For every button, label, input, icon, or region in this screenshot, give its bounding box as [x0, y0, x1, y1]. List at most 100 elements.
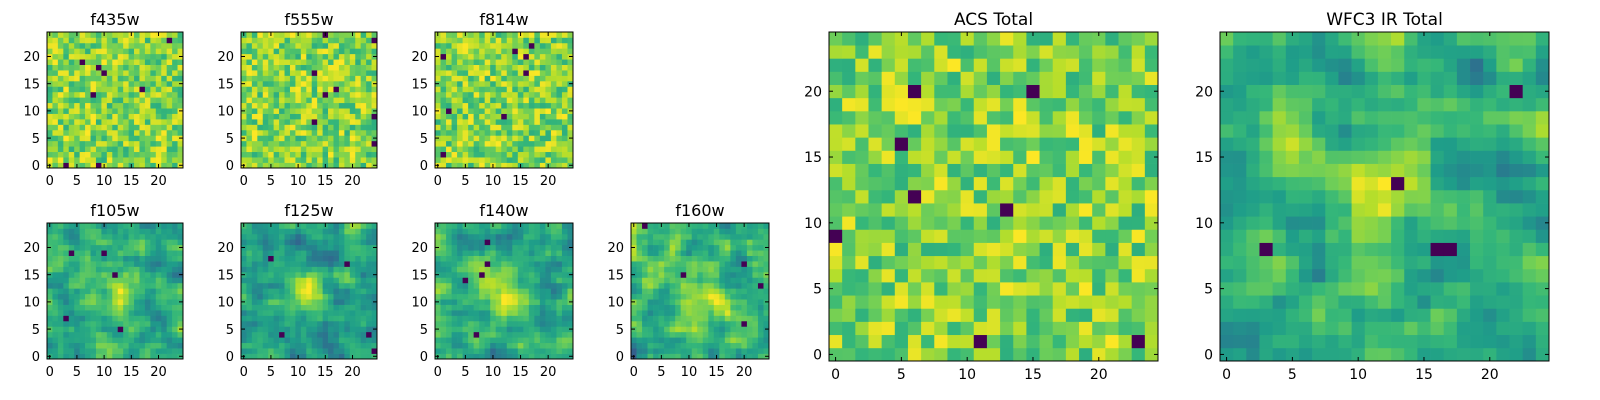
heatmap-cell	[757, 282, 764, 289]
heatmap-cell	[317, 320, 323, 327]
heatmap-cell	[545, 310, 552, 316]
heatmap-cell	[567, 32, 574, 38]
heatmap-cell	[523, 271, 530, 278]
heatmap-cell	[241, 288, 247, 295]
heatmap-cell	[273, 59, 280, 65]
heatmap-cell	[355, 277, 362, 284]
heatmap-cell	[446, 151, 452, 158]
heatmap-cell	[484, 32, 491, 38]
heatmap-cell	[763, 315, 770, 322]
heatmap-cell	[686, 315, 693, 322]
heatmap-cell	[161, 140, 168, 147]
heatmap-cell	[172, 59, 178, 65]
heatmap-cell	[986, 229, 1001, 243]
heatmap-cell	[134, 32, 140, 38]
heatmap-cell	[306, 91, 313, 98]
y-tick-label: 0	[226, 159, 234, 174]
heatmap-cell	[112, 75, 119, 82]
heatmap-cell	[534, 162, 541, 169]
heatmap-cell	[730, 320, 737, 327]
heatmap-cell	[344, 223, 351, 229]
heatmap-cell	[675, 244, 682, 251]
heatmap-cell	[268, 266, 274, 273]
heatmap-cell	[112, 102, 119, 109]
heatmap-cell	[451, 288, 458, 295]
heatmap-cell	[741, 315, 748, 322]
heatmap-cell	[371, 157, 378, 163]
heatmap-cell	[697, 255, 704, 262]
heatmap-cell	[539, 320, 546, 327]
heatmap-cell	[295, 48, 302, 55]
heatmap-cell	[371, 113, 378, 120]
heatmap-cell	[306, 135, 313, 142]
heatmap-cell	[484, 255, 491, 262]
heatmap-cell	[556, 75, 563, 82]
heatmap-cell	[881, 176, 896, 191]
heatmap-cell	[273, 293, 280, 300]
heatmap-cell	[306, 223, 313, 229]
heatmap-cell	[338, 48, 345, 55]
heatmap-cell	[289, 320, 296, 327]
heatmap-cell	[150, 326, 157, 333]
heatmap-cell	[517, 293, 524, 300]
x-tick-label: 15	[512, 174, 529, 189]
heatmap-cell	[1065, 268, 1080, 283]
heatmap-cell	[273, 48, 280, 55]
heatmap-cell	[128, 310, 135, 316]
heatmap-cell	[63, 124, 70, 131]
heatmap-cell	[355, 135, 362, 142]
heatmap-cell	[112, 315, 119, 322]
heatmap-cell	[567, 102, 574, 109]
heatmap-cell	[79, 233, 86, 240]
heatmap-cell	[371, 239, 378, 246]
heatmap-cell	[322, 342, 329, 349]
heatmap-cell	[333, 42, 340, 49]
heatmap-cell	[355, 271, 362, 278]
heatmap-cell	[763, 250, 770, 256]
heatmap-cell	[653, 348, 659, 354]
heatmap-cell	[68, 80, 75, 87]
heatmap-cell	[567, 119, 574, 125]
heatmap-cell	[934, 163, 948, 178]
heatmap-cell	[262, 223, 269, 229]
heatmap-cell	[446, 42, 452, 49]
heatmap-cell	[708, 223, 715, 229]
heatmap-cell	[636, 331, 643, 338]
heatmap-cell	[451, 315, 458, 322]
heatmap-cell	[435, 282, 441, 289]
heatmap-cell	[311, 326, 318, 333]
heatmap-cell	[484, 86, 491, 93]
heatmap-cell	[47, 124, 53, 131]
heatmap-cell	[139, 250, 146, 256]
heatmap-cell	[855, 216, 869, 230]
heatmap-cell	[317, 102, 323, 109]
heatmap-cell	[366, 129, 372, 136]
heatmap-cell	[534, 129, 541, 136]
heatmap-cell	[128, 86, 135, 93]
heatmap-cell	[451, 113, 458, 120]
heatmap-cell	[462, 119, 469, 125]
heatmap-cell	[52, 337, 59, 344]
heatmap-cell	[440, 48, 447, 55]
heatmap-cell	[338, 250, 345, 256]
heatmap-cell	[653, 244, 659, 251]
heatmap-cell	[523, 91, 530, 98]
heatmap-cell	[457, 299, 463, 305]
heatmap-cell	[101, 129, 108, 136]
heatmap-cell	[539, 91, 546, 98]
heatmap-cell	[317, 337, 323, 344]
heatmap-cell	[451, 250, 458, 256]
heatmap-cell	[289, 119, 296, 125]
heatmap-cell	[328, 146, 334, 153]
y-tick-label: 10	[607, 296, 624, 311]
heatmap-cell	[669, 288, 676, 295]
heatmap-cell	[134, 228, 140, 235]
heatmap-cell	[495, 129, 502, 136]
heatmap-cell	[1118, 203, 1133, 217]
heatmap-cell	[490, 91, 497, 98]
heatmap-cell	[95, 75, 102, 82]
heatmap-cell	[134, 151, 140, 158]
heatmap-cell	[724, 304, 731, 311]
heatmap-cell	[894, 150, 909, 164]
heatmap-cell	[457, 293, 463, 300]
